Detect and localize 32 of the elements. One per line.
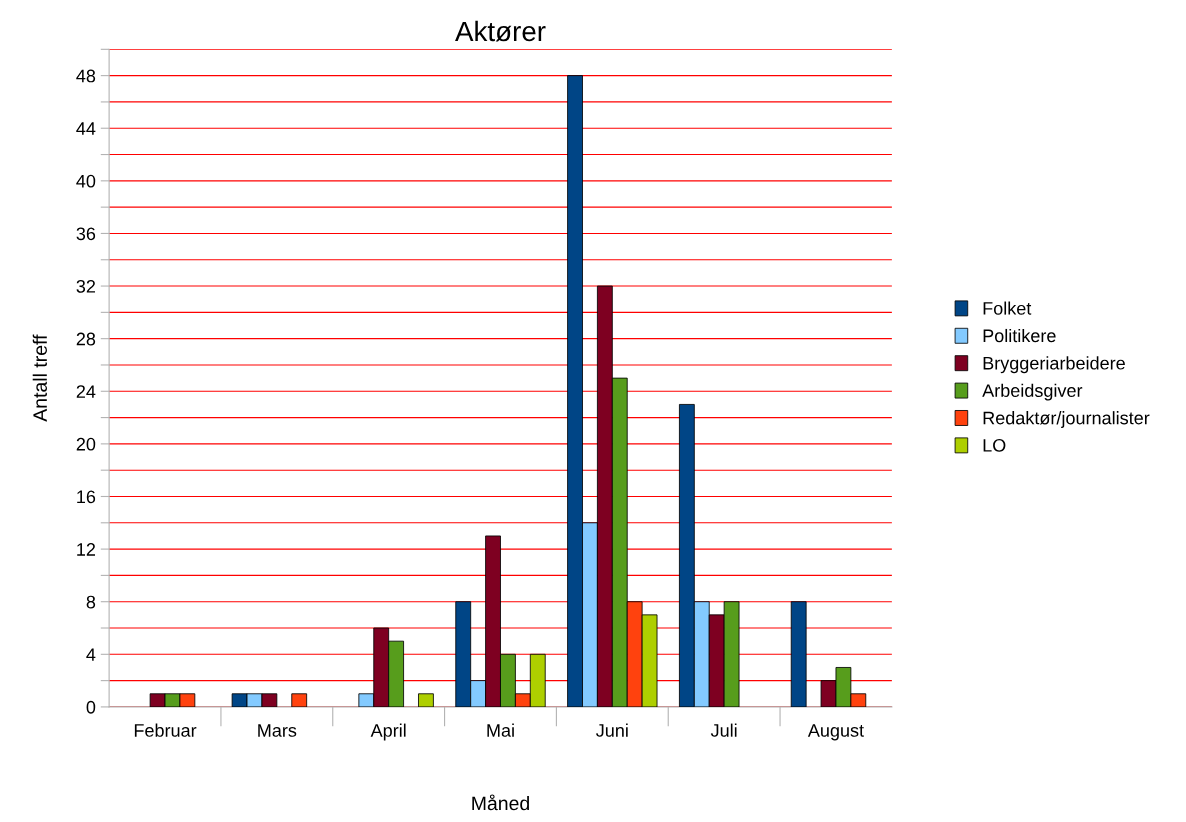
legend-label: Redaktør/journalister — [983, 411, 1150, 428]
y-tick-label: 44 — [76, 122, 96, 135]
y-tick-label: 12 — [77, 543, 96, 556]
legend-label: Folket — [983, 301, 1032, 315]
y-tick-label: 20 — [76, 437, 96, 451]
x-tick-label: Juni — [596, 723, 628, 737]
y-tick-label: 16 — [77, 490, 96, 504]
x-tick-label: August — [807, 724, 864, 741]
x-tick-label: April — [370, 723, 406, 741]
y-tick-label: 48 — [76, 69, 96, 83]
bar — [291, 693, 308, 707]
legend-label: Politikere — [983, 328, 1056, 343]
y-tick-label: 4 — [86, 648, 96, 661]
y-tick-label: 36 — [76, 227, 96, 241]
y-tick-label: 0 — [86, 700, 96, 714]
bar — [790, 601, 807, 707]
y-tick-label: 40 — [76, 174, 96, 188]
y-tick-label: 28 — [76, 332, 96, 346]
x-tick-label: Februar — [134, 723, 197, 737]
legend-label: Bryggeriarbeidere — [983, 356, 1125, 374]
chart-title: Aktører — [455, 20, 546, 42]
legend-label: Arbeidsgiver — [982, 383, 1083, 401]
x-axis-title: Måned — [472, 794, 529, 811]
bar — [418, 693, 434, 707]
x-tick-label: Mai — [487, 723, 514, 737]
y-axis-title: Antall treff — [32, 334, 47, 422]
x-tick-label: Juli — [710, 723, 737, 737]
legend-label: LO — [983, 439, 1006, 452]
y-tick-label: 8 — [86, 595, 96, 609]
y-tick-label: 24 — [76, 385, 96, 398]
y-tick-label: 32 — [76, 279, 96, 293]
x-tick-label: Mars — [258, 724, 297, 737]
